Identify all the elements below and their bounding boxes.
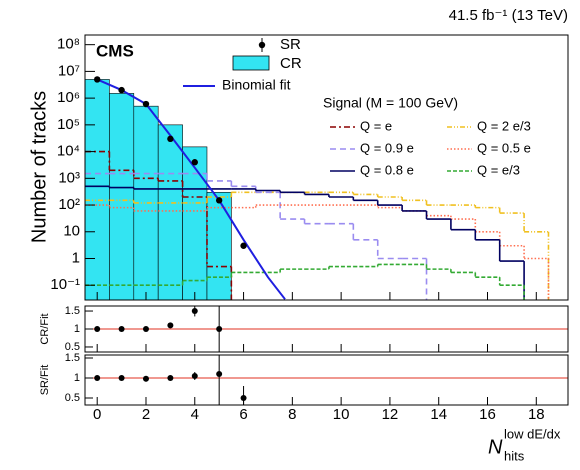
x-tick-label: 4 xyxy=(191,406,199,423)
ratio-label: CR/Fit xyxy=(39,313,51,344)
legend-sr xyxy=(258,41,266,49)
x-tick-label: 2 xyxy=(142,406,150,423)
lumi-label: 41.5 fb⁻¹ (13 TeV) xyxy=(449,7,568,24)
x-tick-label: 6 xyxy=(239,406,247,423)
legend-label: Q = 0.5 e xyxy=(477,140,531,155)
x-tick-label: 0 xyxy=(93,406,101,423)
legend-label: Q = 2 e/3 xyxy=(477,118,531,133)
ratio-point xyxy=(142,375,149,382)
ratio-point xyxy=(191,308,198,315)
ratio-point xyxy=(118,326,125,332)
legend-label: SR xyxy=(280,36,301,53)
ratio-label: SR/Fit xyxy=(39,365,51,396)
sr-point xyxy=(142,100,150,108)
cr-bar xyxy=(206,191,232,301)
ratio-point xyxy=(216,326,223,332)
ratio-point xyxy=(142,326,149,332)
ratio-point xyxy=(118,375,125,381)
signal-title: Signal (M = 100 GeV) xyxy=(323,95,458,111)
x-tick-label: 8 xyxy=(288,406,296,423)
ratio-point xyxy=(216,371,223,377)
cr-bar xyxy=(109,93,135,301)
x-axis-label: N xyxy=(488,436,503,458)
y-tick-label: 0.5 xyxy=(65,392,80,404)
y-axis-label: Number of tracks xyxy=(28,91,50,243)
legend-cr xyxy=(232,55,270,71)
y-tick-label: 10³ xyxy=(58,169,80,186)
legend-label: Q = 0.8 e xyxy=(360,162,414,177)
plot-frame xyxy=(84,354,569,406)
y-tick-label: 10⁸ xyxy=(57,36,80,53)
y-tick-label: 10⁵ xyxy=(57,116,80,133)
plot-frame xyxy=(84,34,569,301)
sr-point xyxy=(191,159,198,166)
y-tick-label: 10⁻¹ xyxy=(50,276,80,293)
legend-label: Q = e/3 xyxy=(477,162,520,177)
y-tick-label: 10 xyxy=(63,223,80,240)
y-tick-label: 10⁷ xyxy=(58,62,80,79)
ratio-point xyxy=(94,326,101,332)
ratio-point xyxy=(167,375,174,381)
cr-bar xyxy=(157,124,183,301)
sr-point xyxy=(93,76,101,83)
y-tick-label: 10⁶ xyxy=(57,89,80,106)
y-tick-label: 1 xyxy=(72,249,80,266)
ratio-point xyxy=(191,373,198,379)
sr-point xyxy=(215,197,223,204)
legend-label: Q = 0.9 e xyxy=(360,140,414,155)
y-tick-label: 1.5 xyxy=(65,352,80,364)
cr-bar xyxy=(182,146,208,301)
x-axis-label-sup: low dE/dx xyxy=(504,426,561,441)
x-tick-label: 16 xyxy=(479,406,496,423)
legend-label: CR xyxy=(280,55,302,72)
legend-label: Binomial fit xyxy=(222,77,291,93)
y-tick-label: 1 xyxy=(74,323,80,335)
y-tick-label: 1 xyxy=(74,372,80,384)
y-tick-label: 1.5 xyxy=(65,305,80,317)
y-tick-label: 10⁴ xyxy=(57,143,80,160)
x-tick-label: 12 xyxy=(382,406,399,423)
cr-bar xyxy=(84,79,110,301)
sr-point xyxy=(240,242,247,249)
sr-point xyxy=(118,86,125,94)
y-tick-label: 10² xyxy=(58,196,80,213)
fit-line xyxy=(96,78,286,300)
cms-label: CMS xyxy=(96,41,134,60)
x-tick-label: 18 xyxy=(528,406,545,423)
x-axis-label-sub: hits xyxy=(504,448,525,463)
legend-label: Q = e xyxy=(360,118,392,133)
ratio-point xyxy=(94,375,101,381)
y-tick-label: 0.5 xyxy=(65,341,80,353)
x-tick-label: 14 xyxy=(430,406,447,423)
sr-point xyxy=(167,135,174,143)
ratio-point xyxy=(167,322,174,329)
x-tick-label: 10 xyxy=(333,406,350,423)
